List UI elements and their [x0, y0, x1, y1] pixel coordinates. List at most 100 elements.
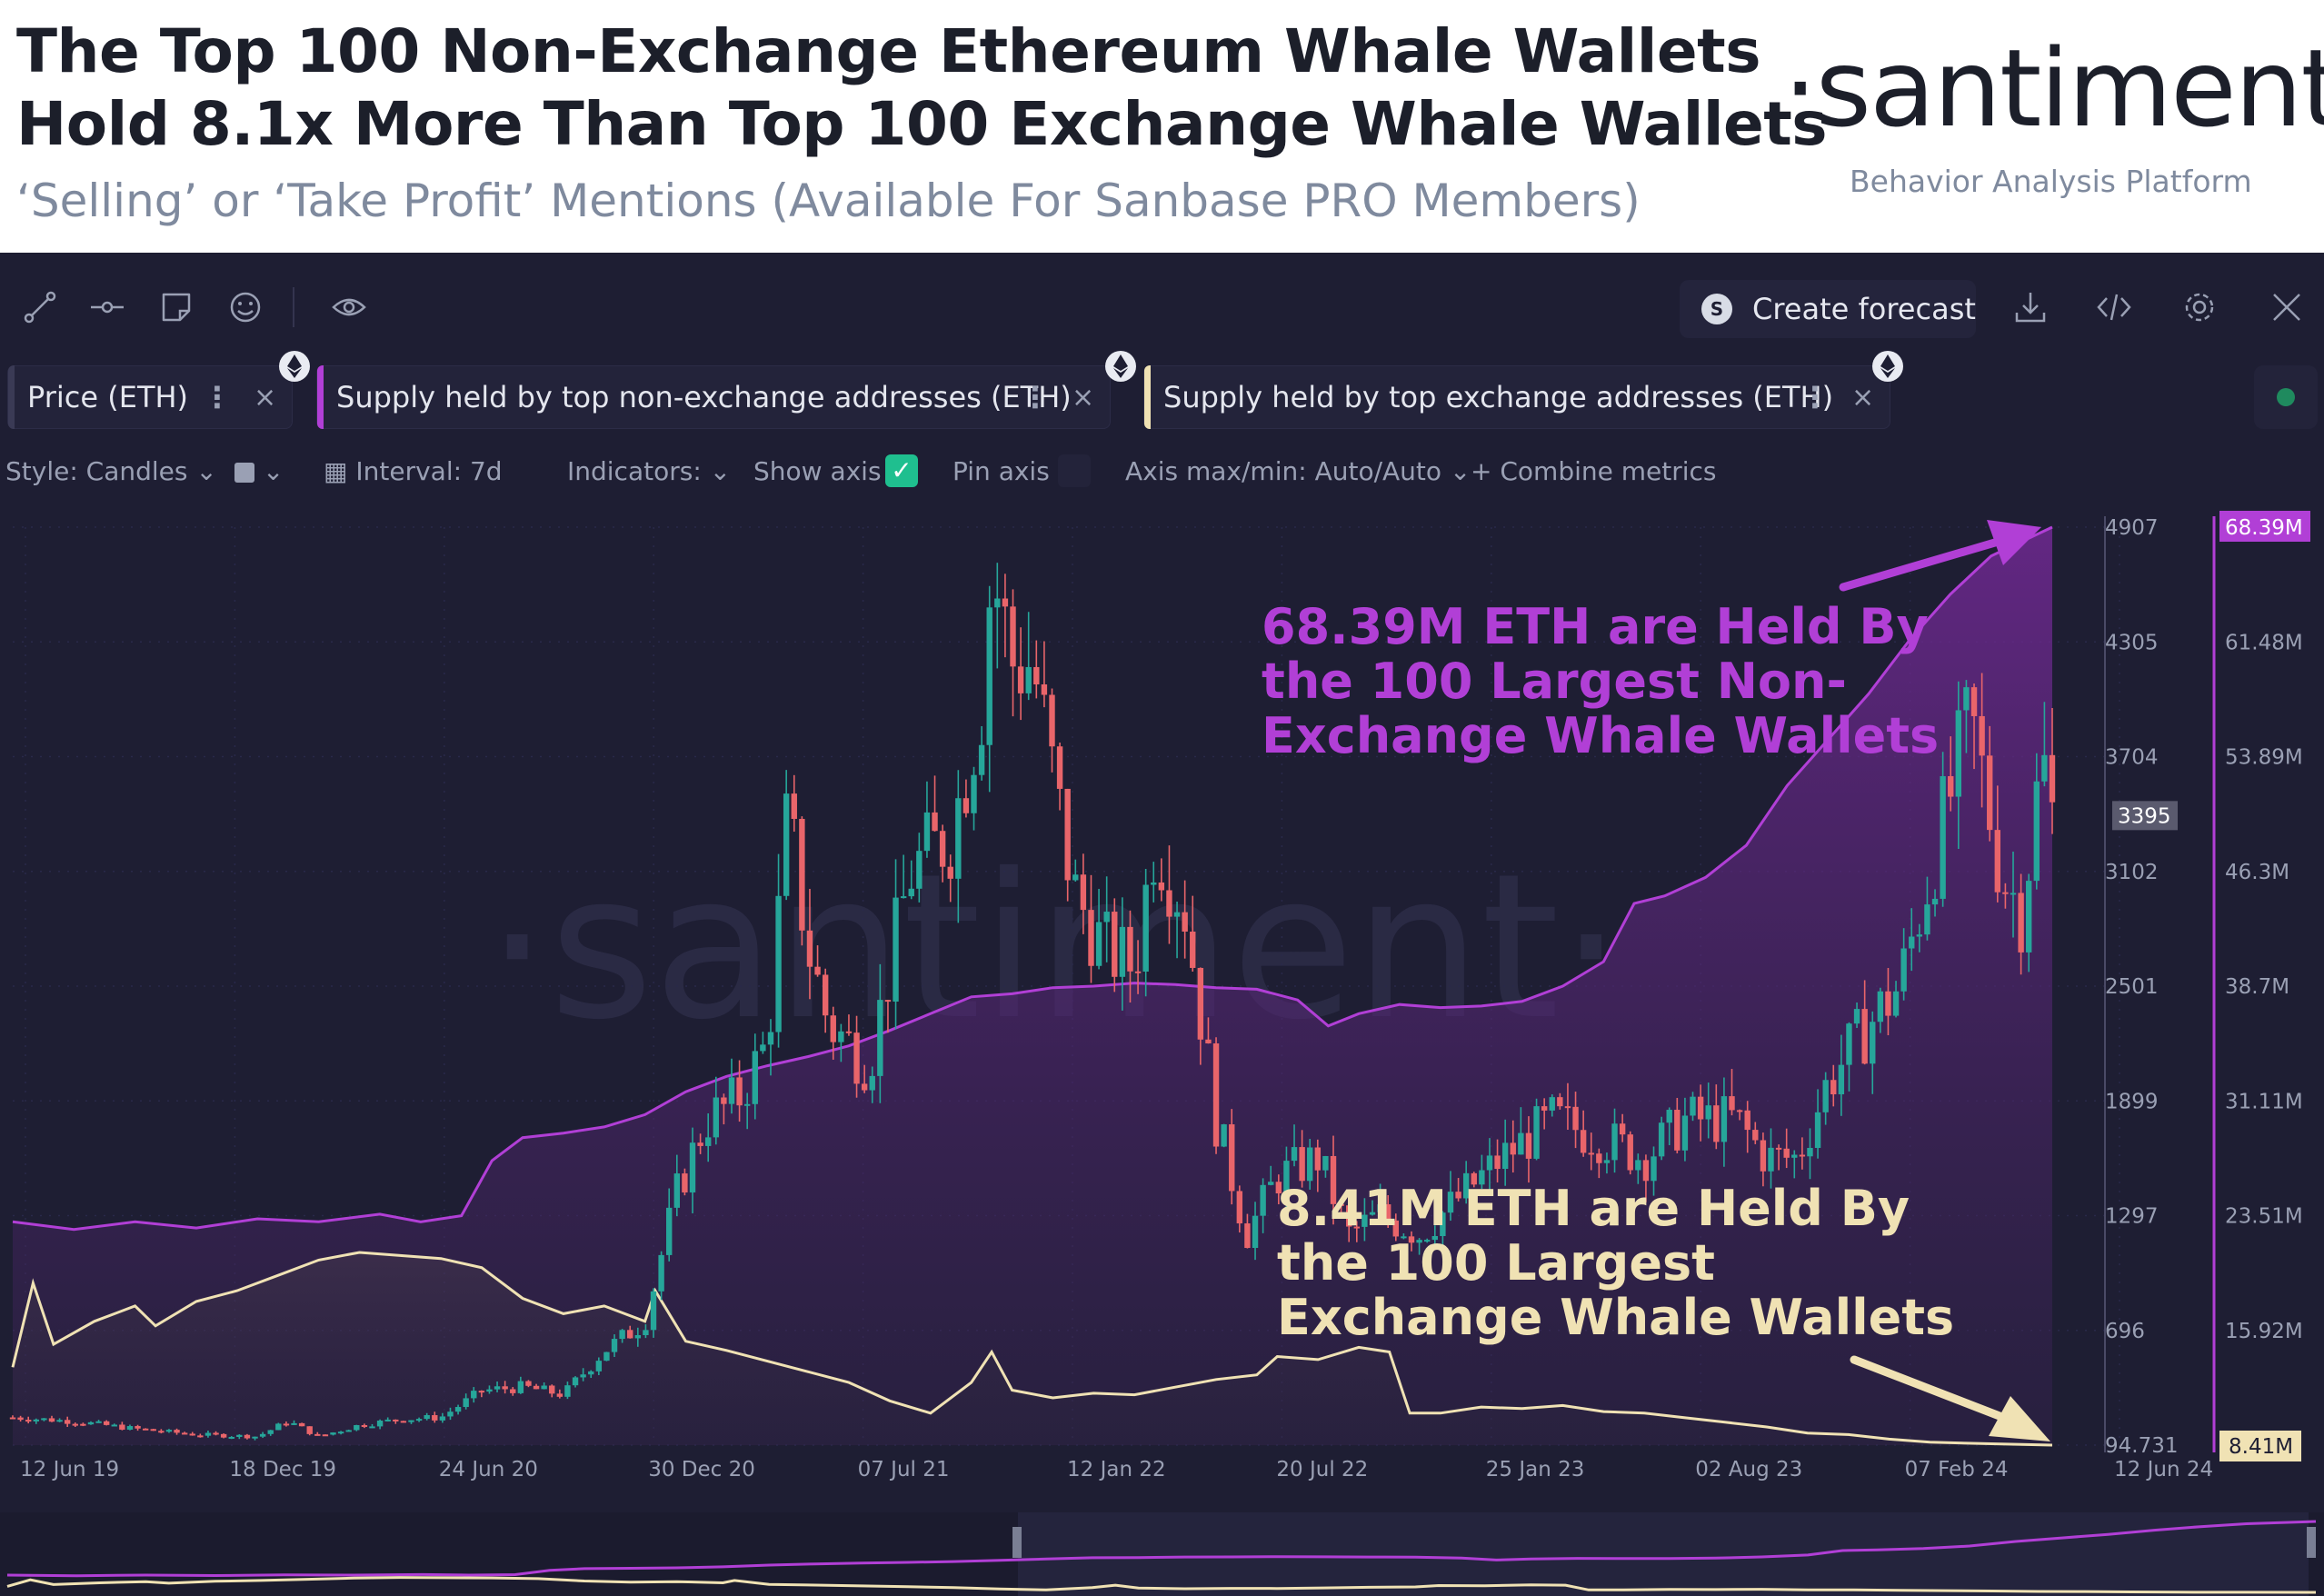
price-candle — [704, 1112, 712, 1162]
price-candle — [1501, 1119, 1509, 1186]
x-tick-label: 30 Dec 20 — [648, 1458, 755, 1481]
price-candle — [1431, 1225, 1438, 1246]
price-candle — [1447, 1171, 1454, 1222]
price-candle — [1705, 1082, 1711, 1139]
interval-label: Interval: 7d — [355, 456, 503, 486]
show-axis-toggle[interactable]: Show axis — [753, 456, 882, 486]
emoji-icon[interactable] — [227, 289, 264, 325]
price-candle — [150, 1429, 156, 1431]
toolbar-divider — [293, 287, 294, 327]
price-candle — [174, 1428, 180, 1435]
price-candle — [1134, 940, 1142, 994]
price-candle — [619, 1329, 625, 1343]
price-candle — [1268, 1165, 1274, 1186]
price-candle — [1064, 788, 1071, 902]
price-candle — [1940, 752, 1946, 907]
interval-select[interactable]: ▦ Interval: 7d — [324, 456, 503, 486]
ethereum-icon — [1105, 351, 1136, 382]
price-candle — [1190, 895, 1196, 973]
price-candle — [80, 1422, 86, 1427]
price-tick-label: 94.731 — [2105, 1434, 2178, 1458]
supply-tick-label: 38.7M — [2225, 975, 2289, 999]
current-price-tag: 3395 — [2112, 801, 2178, 831]
price-candle — [673, 1154, 681, 1217]
price-candle — [923, 781, 931, 858]
supply-tick-label: 23.51M — [2225, 1205, 2303, 1229]
candle-color-select[interactable]: ⌄ — [234, 456, 284, 486]
metric-tab-non-exchange[interactable]: Supply held by top non-exchange addresse… — [316, 365, 1111, 429]
brand-tagline: Behavior Analysis Platform — [1850, 164, 2252, 199]
navigator-handle-left — [1012, 1527, 1022, 1558]
pin-axis-toggle[interactable]: Pin axis — [953, 456, 1050, 486]
settings-icon[interactable] — [2181, 289, 2218, 325]
price-candle — [853, 1015, 860, 1098]
price-candle — [861, 1064, 868, 1093]
price-candle — [1353, 1221, 1361, 1242]
metric-tab-price[interactable]: Price (ETH) ⋮ × — [7, 365, 293, 429]
more-options-icon[interactable]: ⋮ — [203, 380, 232, 414]
price-candle — [25, 1416, 32, 1424]
pin-axis-checkbox[interactable] — [1058, 454, 1091, 487]
price-candle — [1768, 1128, 1774, 1189]
more-options-icon[interactable]: ⋮ — [1021, 380, 1050, 414]
price-candle — [1322, 1155, 1329, 1178]
price-candle — [126, 1424, 134, 1431]
style-select[interactable]: Style: Candles ⌄ — [5, 456, 217, 486]
remove-metric-icon[interactable]: × — [1851, 381, 1875, 414]
price-tick-label: 4907 — [2105, 516, 2159, 540]
price-candle — [56, 1418, 63, 1422]
chart-canvas[interactable]: ·santiment· 490768.39M430561.48M370453.8… — [0, 253, 2324, 1596]
axis-maxmin-select[interactable]: Axis max/min: Auto/Auto ⌄ — [1125, 456, 1471, 486]
timeline-navigator[interactable] — [0, 1512, 2324, 1596]
price-candle — [1744, 1101, 1750, 1153]
close-icon[interactable] — [2269, 289, 2305, 325]
price-candle — [580, 1368, 586, 1382]
price-candle — [354, 1424, 360, 1431]
x-tick-label: 24 Jun 20 — [439, 1458, 538, 1481]
price-candle — [1846, 1022, 1852, 1092]
eye-icon[interactable] — [331, 289, 367, 325]
horizontal-ray-icon[interactable] — [89, 289, 125, 325]
code-icon[interactable] — [2096, 289, 2132, 325]
more-options-icon[interactable]: ⋮ — [1800, 380, 1830, 414]
price-candle — [1494, 1139, 1501, 1182]
price-candle — [549, 1384, 555, 1398]
price-candle — [1799, 1137, 1806, 1170]
note-icon[interactable] — [158, 289, 194, 325]
price-candle — [1369, 1200, 1376, 1216]
show-axis-checkbox[interactable]: ✓ — [885, 454, 918, 487]
download-icon[interactable] — [2012, 289, 2049, 325]
color-swatch — [234, 463, 254, 483]
price-candle — [1275, 1174, 1282, 1205]
status-indicator[interactable] — [2254, 365, 2318, 429]
create-forecast-button[interactable]: S Create forecast — [1680, 280, 1976, 338]
remove-metric-icon[interactable]: × — [254, 381, 277, 414]
header: The Top 100 Non-Exchange Ethereum Whale … — [0, 0, 2324, 253]
price-candle — [877, 963, 883, 1103]
price-candle — [64, 1416, 71, 1427]
price-candle — [87, 1421, 95, 1425]
price-candle — [1384, 1194, 1391, 1228]
line-tool-icon[interactable] — [22, 289, 58, 325]
remove-metric-icon[interactable]: × — [1072, 381, 1095, 414]
price-candle — [1002, 574, 1009, 658]
price-candle — [767, 1019, 774, 1076]
price-candle — [1182, 880, 1188, 959]
price-candle — [1299, 1130, 1305, 1188]
price-candle — [884, 999, 892, 1033]
price-candle — [2010, 852, 2017, 938]
price-candle — [1127, 910, 1133, 1003]
price-candle — [1479, 1154, 1485, 1190]
price-candle — [986, 585, 992, 793]
combine-metrics-label: Combine metrics — [1500, 456, 1717, 486]
price-candle — [1830, 1064, 1837, 1107]
subtitle: ‘Selling’ or ‘Take Profit’ Mentions (Ava… — [16, 175, 1641, 227]
price-candle — [111, 1423, 117, 1427]
metric-tab-exchange[interactable]: Supply held by top exchange addresses (E… — [1143, 365, 1890, 429]
indicators-select[interactable]: Indicators: ⌄ — [567, 456, 732, 486]
price-candle — [471, 1387, 477, 1403]
combine-metrics-button[interactable]: + Combine metrics — [1471, 456, 1717, 486]
x-tick-label: 02 Aug 23 — [1695, 1458, 1802, 1481]
price-candle — [697, 1133, 703, 1154]
price-tick-label: 1899 — [2105, 1090, 2159, 1113]
